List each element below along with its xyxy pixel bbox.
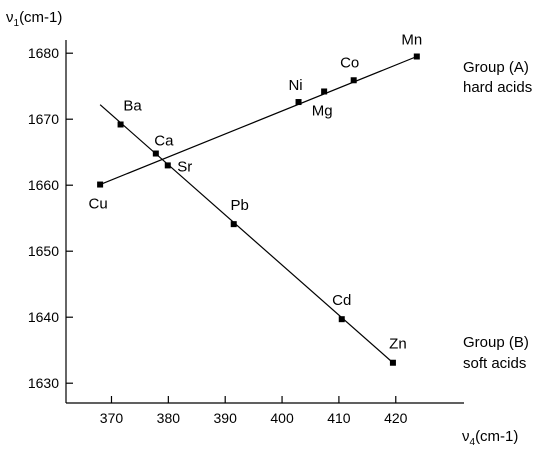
point-co: [350, 77, 357, 84]
axes: 1630 1640 1650 1660 1670 1680 370 380 390 400 410 4…: [28, 40, 464, 426]
fit-line-group-b: [99, 104, 394, 364]
point-ba: [117, 121, 124, 128]
point-label-zn: Zn: [389, 336, 407, 353]
x-tick-label-410: 410: [327, 410, 351, 426]
point-label-mn: Mn: [401, 32, 422, 49]
x-axis-symbol: ν: [462, 428, 470, 445]
group-a-label: Group (A) hard acids: [463, 59, 532, 96]
x-tick-label-370: 370: [100, 410, 124, 426]
point-label-pb: Pb: [231, 197, 249, 214]
point-pb: [230, 221, 237, 228]
y-tick-label-1650: 1650: [28, 243, 59, 259]
data-points: [97, 53, 420, 366]
y-axis-title: ν1(cm-1): [6, 9, 62, 29]
point-sr: [164, 162, 171, 169]
point-cu: [97, 181, 104, 188]
point-label-co: Co: [340, 54, 359, 71]
x-tick-label-400: 400: [270, 410, 294, 426]
point-mg: [321, 88, 328, 95]
x-axis-subscript: 4: [470, 437, 476, 448]
point-cd: [338, 316, 345, 323]
x-tick-label-420: 420: [384, 410, 408, 426]
point-ca: [152, 150, 159, 157]
group-b-label: Group (B) soft acids: [463, 334, 529, 372]
point-label-mg: Mg: [312, 102, 333, 119]
y-tick-label-1680: 1680: [28, 45, 59, 61]
group-b-label-line-1: Group (B): [463, 334, 529, 351]
y-tick-label-1670: 1670: [28, 111, 59, 127]
point-labels: Cu Ca Ni Mg Co Mn Ba Sr Pb Cd Zn: [89, 32, 423, 353]
point-zn: [389, 359, 396, 366]
group-a-label-line-1: Group (A): [463, 59, 529, 76]
point-label-ni: Ni: [288, 77, 302, 94]
fit-line-group-a: [99, 55, 418, 186]
point-ni: [295, 99, 302, 106]
x-tick-label-380: 380: [157, 410, 181, 426]
y-axis-subscript: 1: [14, 18, 20, 29]
y-tick-label-1660: 1660: [28, 177, 59, 193]
point-mn: [413, 53, 420, 60]
group-a-label-line-2: hard acids: [463, 79, 532, 96]
x-axis-title: ν4(cm-1): [462, 428, 518, 448]
x-tick-label-390: 390: [214, 410, 238, 426]
point-label-ba: Ba: [123, 97, 142, 114]
point-label-sr: Sr: [177, 158, 192, 175]
point-label-ca: Ca: [154, 133, 174, 150]
point-label-cu: Cu: [89, 196, 108, 213]
fit-lines: [99, 55, 418, 364]
y-tick-label-1630: 1630: [28, 375, 59, 391]
y-axis-symbol: ν: [6, 9, 14, 26]
x-axis-unit: (cm-1): [475, 428, 518, 445]
y-axis-unit: (cm-1): [19, 9, 62, 26]
point-label-cd: Cd: [332, 292, 351, 309]
y-tick-label-1640: 1640: [28, 309, 59, 325]
group-b-label-line-2: soft acids: [463, 355, 526, 372]
